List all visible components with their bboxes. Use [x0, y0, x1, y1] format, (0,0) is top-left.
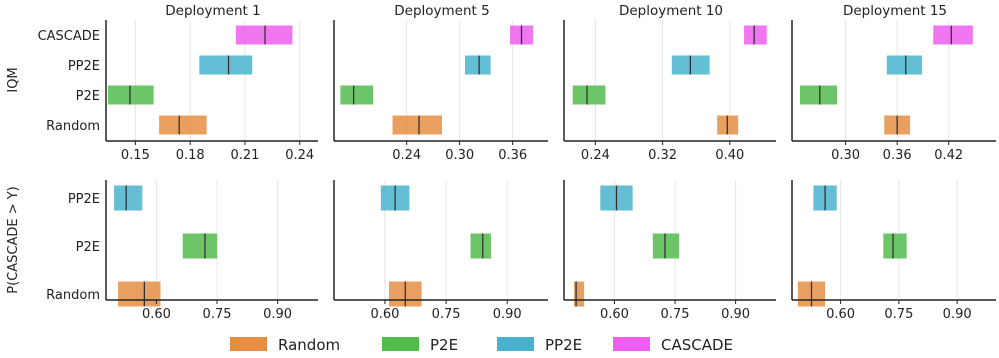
interval-bar-random: [159, 115, 207, 135]
panel-iqm-1: Deployment 1 0.15 0.18 0.21 0.24 CASCADE PP2E P…: [38, 3, 318, 163]
x-tick-label: 0.36: [883, 148, 912, 163]
x-tick-label: 0.75: [661, 307, 690, 322]
x-tick-label: 0.42: [934, 148, 963, 163]
panel-title: Deployment 5: [394, 3, 489, 19]
x-tick-label: 0.21: [230, 148, 259, 163]
panel-title: Deployment 1: [165, 3, 260, 19]
interval-bar-cascade: [744, 25, 767, 45]
interval-bar-p2e: [470, 233, 491, 259]
interval-bar-cascade: [933, 25, 973, 45]
panel-prob-1: 0.60 0.75 0.90 PP2E P2E Random: [46, 180, 318, 322]
panel-prob-3: 0.60 0.75 0.90: [563, 180, 776, 322]
interval-bar-cascade: [235, 25, 293, 45]
y-category-label: Random: [46, 119, 100, 134]
interval-bar-p2e: [883, 233, 907, 259]
panel-prob-2: 0.60 0.75 0.90: [333, 180, 548, 322]
x-tick-label: 0.90: [721, 307, 750, 322]
panel-iqm-3: Deployment 10 0.24 0.32 0.40: [563, 3, 776, 163]
legend-swatch-cascade: [613, 337, 650, 351]
y-category-label: PP2E: [68, 59, 100, 74]
x-tick-label: 0.90: [263, 307, 292, 322]
row-prob: P(CASCADE > Y)0.60 0.75 0.90PP2EP2ERandom0…: [6, 180, 996, 322]
legend-label-random: Random: [278, 336, 340, 354]
x-tick-label: 0.75: [884, 307, 913, 322]
panel-iqm-4: Deployment 15 0.30 0.36 0.42: [791, 3, 996, 163]
x-tick-label: 0.90: [943, 307, 972, 322]
interval-bar-p2e: [182, 233, 218, 259]
interval-bar-pp2e: [114, 185, 143, 211]
panel-iqm-2: Deployment 5 0.24 0.30 0.36: [333, 3, 548, 163]
x-tick-label: 0.32: [648, 148, 677, 163]
interval-bar-pp2e: [464, 55, 491, 75]
interval-bar-p2e: [652, 233, 680, 259]
x-tick-label: 0.75: [203, 307, 232, 322]
legend-swatch-pp2e: [497, 337, 534, 351]
x-tick-label: 0.24: [581, 148, 610, 163]
legend-swatch-p2e: [382, 337, 419, 351]
interval-bar-pp2e: [886, 55, 923, 75]
panel-prob-4: 0.60 0.75 0.90: [791, 180, 996, 322]
y-category-label: P2E: [76, 89, 100, 104]
panel-title: Deployment 15: [843, 3, 947, 19]
x-tick-label: 0.30: [831, 148, 860, 163]
y-category-label: Random: [46, 288, 100, 303]
panel-title: Deployment 10: [619, 3, 723, 19]
interval-bar-random: [118, 281, 161, 307]
interval-bar-random: [392, 115, 442, 135]
legend-label-p2e: P2E: [430, 336, 458, 354]
x-tick-label: 0.18: [176, 148, 205, 163]
legend-label-cascade: CASCADE: [661, 336, 733, 354]
legend-swatch-random: [230, 337, 267, 351]
legend: Random P2E PP2E CASCADE: [230, 336, 733, 354]
interval-bar-random: [574, 281, 585, 307]
interval-bar-p2e: [800, 85, 837, 105]
x-tick-label: 0.60: [370, 307, 399, 322]
x-tick-label: 0.24: [392, 148, 421, 163]
legend-label-pp2e: PP2E: [545, 336, 582, 354]
interval-bar-pp2e: [199, 55, 253, 75]
x-tick-label: 0.30: [445, 148, 474, 163]
x-tick-label: 0.40: [715, 148, 744, 163]
x-tick-label: 0.60: [142, 307, 171, 322]
y-category-label: CASCADE: [38, 29, 100, 44]
x-tick-label: 0.24: [285, 148, 314, 163]
y-axis-label: IQM: [6, 67, 21, 92]
y-category-label: PP2E: [68, 192, 100, 207]
y-axis-label: P(CASCADE > Y): [6, 186, 21, 294]
interval-bar-p2e: [340, 85, 374, 105]
x-tick-label: 0.15: [121, 148, 150, 163]
x-tick-label: 0.90: [493, 307, 522, 322]
row-iqm: IQM Deployment 1 0.15 0.18 0.21 0.24 CASCADE PP…: [6, 3, 996, 163]
interval-bar-p2e: [108, 85, 154, 105]
y-category-label: P2E: [76, 240, 100, 255]
x-tick-label: 0.75: [432, 307, 461, 322]
x-tick-label: 0.60: [826, 307, 855, 322]
x-tick-label: 0.60: [600, 307, 629, 322]
x-tick-label: 0.36: [498, 148, 527, 163]
interval-bar-p2e: [572, 85, 606, 105]
